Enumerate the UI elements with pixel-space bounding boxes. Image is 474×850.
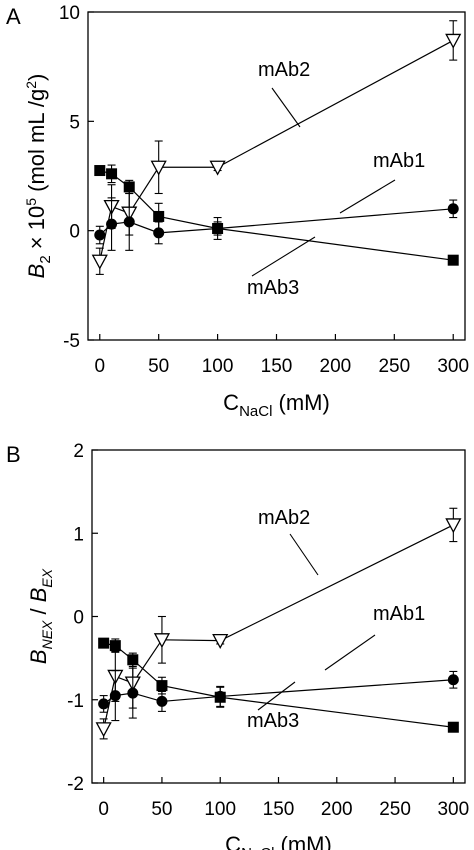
data-point-mab3 (109, 640, 121, 652)
y-tick-label: 0 (73, 608, 84, 629)
y-tick-label: -2 (67, 774, 84, 795)
x-tick-label: 150 (261, 356, 293, 377)
series-line-mab2 (103, 524, 454, 730)
panel-A: A 0 50 100 150 200 250 300 -5 0 5 10 CNaCl (mM) B2 × … (6, 3, 469, 420)
data-point-mab1 (98, 698, 110, 710)
y-tick-label: 5 (69, 112, 80, 133)
leader-line-mab1 (339, 179, 396, 214)
data-point-mab3 (156, 680, 168, 692)
data-point-mab1 (94, 229, 106, 241)
series-label-mab1: mAb1 (373, 603, 425, 625)
series-label-mab2: mAb2 (258, 507, 310, 529)
x-tick-label: 50 (151, 799, 172, 820)
leader-line-mab2 (271, 87, 301, 128)
data-point-mab1 (109, 690, 121, 702)
series-label-mab1: mAb1 (373, 150, 425, 172)
data-point-mab2 (95, 722, 112, 738)
series-line-mab3 (99, 169, 454, 261)
data-point-mab2 (153, 633, 171, 649)
panel-B: B 0 50 100 150 200 250 300 -2 -1 0 1 2 CNaCl (mM) BNEX… (6, 441, 469, 850)
data-point-mab1 (447, 203, 459, 215)
data-point-mab3 (94, 165, 106, 177)
x-tick-label: 250 (378, 356, 410, 377)
x-tick-label: 300 (437, 799, 469, 820)
data-point-mab2 (212, 633, 229, 650)
leader-line-mab2 (289, 533, 319, 576)
data-point-mab3 (106, 168, 118, 180)
data-point-mab2 (445, 518, 462, 534)
data-point-mab1 (447, 674, 459, 686)
data-point-mab3 (214, 691, 226, 703)
data-point-mab2 (91, 254, 108, 270)
x-axis-title: CNaCl (mM) (225, 832, 332, 850)
data-point-mab2 (209, 160, 226, 176)
data-point-mab2 (150, 160, 167, 176)
y-tick-label: 10 (59, 3, 80, 24)
data-point-mab1 (127, 687, 139, 699)
panel-label: B (6, 442, 21, 467)
data-point-mab3 (123, 181, 135, 193)
panel-label: A (6, 4, 21, 29)
y-tick-label: -1 (67, 691, 84, 712)
x-tick-label: 200 (321, 799, 353, 820)
y-axis-title: B2 × 105 (mol mL /g2) (23, 74, 54, 279)
series-label-mab3: mAb3 (247, 710, 299, 732)
x-tick-label: 0 (98, 799, 109, 820)
data-point-mab2 (445, 33, 462, 49)
data-point-mab3 (153, 210, 165, 222)
x-tick-label: 50 (148, 356, 169, 377)
y-tick-label: 1 (73, 524, 84, 545)
data-point-mab3 (447, 721, 459, 733)
data-point-mab1 (106, 218, 118, 230)
leader-line-mab3 (251, 236, 316, 277)
data-point-mab1 (156, 695, 168, 707)
leader-line-mab1 (324, 634, 376, 671)
y-tick-label: -5 (63, 331, 80, 352)
data-point-mab1 (123, 216, 135, 228)
data-point-mab3 (447, 254, 459, 266)
x-axis-title: CNaCl (mM) (223, 390, 330, 420)
series-label-mab2: mAb2 (258, 59, 310, 81)
data-point-mab3 (212, 222, 224, 234)
series-line-mab1 (99, 208, 454, 236)
x-tick-label: 200 (320, 356, 352, 377)
x-tick-label: 300 (437, 356, 469, 377)
leader-line-mab3 (257, 681, 296, 711)
x-tick-label: 100 (204, 799, 236, 820)
y-tick-label: 2 (73, 441, 84, 462)
data-point-mab3 (98, 637, 110, 649)
series-label-mab3: mAb3 (247, 277, 299, 299)
x-tick-label: 250 (379, 799, 411, 820)
series-line-mab1 (103, 679, 454, 705)
y-tick-label: 0 (69, 222, 80, 243)
x-tick-label: 0 (94, 356, 105, 377)
x-tick-label: 100 (202, 356, 234, 377)
x-tick-label: 150 (263, 799, 295, 820)
y-axis-title: BNEX / BEX (26, 568, 55, 664)
series-line-mab2 (99, 39, 454, 262)
data-point-mab3 (127, 654, 139, 666)
